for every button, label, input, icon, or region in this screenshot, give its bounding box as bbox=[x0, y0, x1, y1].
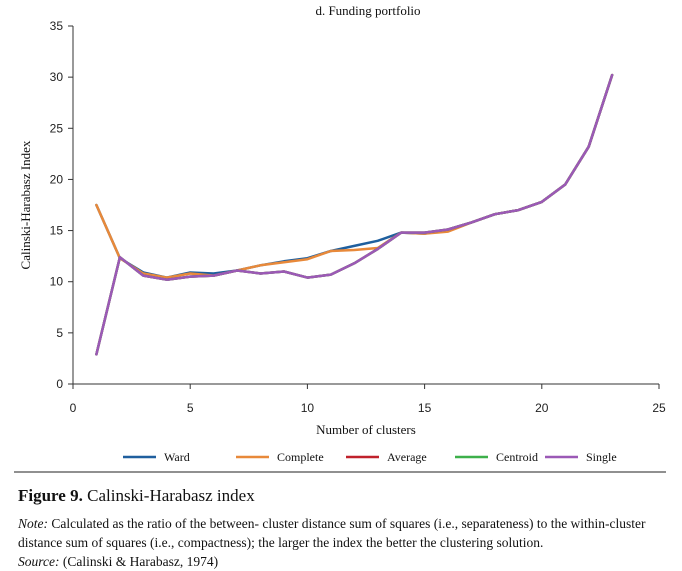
figure-title: Figure 9. Calinski-Harabasz index bbox=[18, 486, 668, 506]
y-tick-label: 0 bbox=[56, 377, 63, 391]
x-axis-title: Number of clusters bbox=[316, 422, 416, 437]
chart: d. Funding portfolio 0 5 10 15 20 25 30 35 0 5 10 1… bbox=[14, 3, 666, 473]
figure-source: Source: (Calinski & Harabasz, 1974) bbox=[18, 552, 668, 571]
source-text: (Calinski & Harabasz, 1974) bbox=[62, 554, 219, 569]
series-line-centroid bbox=[95, 73, 614, 356]
note-text: Calculated as the ratio of the between- … bbox=[18, 516, 646, 550]
y-tick-label: 25 bbox=[50, 121, 64, 135]
axes: 0 5 10 15 20 25 30 35 0 5 10 15 20 25 bbox=[50, 19, 666, 415]
y-tick-label: 15 bbox=[50, 224, 64, 238]
y-tick-label: 10 bbox=[50, 275, 64, 289]
series-line-average bbox=[95, 73, 614, 356]
y-tick-label: 5 bbox=[56, 326, 63, 340]
figure-caption: Figure 9. Calinski-Harabasz index Note: … bbox=[18, 486, 668, 571]
legend-label-centroid: Centroid bbox=[496, 450, 538, 464]
x-tick-label: 25 bbox=[652, 401, 666, 415]
series-layer bbox=[95, 73, 614, 356]
legend-label-ward: Ward bbox=[164, 450, 190, 464]
legend: Ward Complete Average Centroid Single bbox=[123, 450, 617, 464]
series-line-ward bbox=[95, 73, 614, 279]
y-tick-label: 20 bbox=[50, 172, 64, 186]
figure-number: Figure 9. bbox=[18, 486, 83, 505]
x-tick-label: 0 bbox=[70, 401, 77, 415]
series-line-single bbox=[95, 73, 614, 356]
x-tick-label: 20 bbox=[535, 401, 549, 415]
figure-note: Note: Calculated as the ratio of the bet… bbox=[18, 514, 668, 552]
series-line-complete bbox=[95, 73, 614, 279]
note-label: Note: bbox=[18, 516, 48, 531]
x-tick-label: 10 bbox=[301, 401, 315, 415]
y-tick-label: 30 bbox=[50, 70, 64, 84]
x-tick-label: 5 bbox=[187, 401, 194, 415]
y-tick-label: 35 bbox=[50, 19, 64, 33]
figure-title-text: Calinski-Harabasz index bbox=[87, 486, 255, 505]
y-axis-title: Calinski-Harabasz Index bbox=[18, 140, 33, 269]
legend-label-complete: Complete bbox=[277, 450, 324, 464]
source-label: Source: bbox=[18, 554, 60, 569]
legend-label-average: Average bbox=[387, 450, 427, 464]
legend-label-single: Single bbox=[586, 450, 617, 464]
x-tick-label: 15 bbox=[418, 401, 432, 415]
chart-title: d. Funding portfolio bbox=[315, 3, 420, 18]
